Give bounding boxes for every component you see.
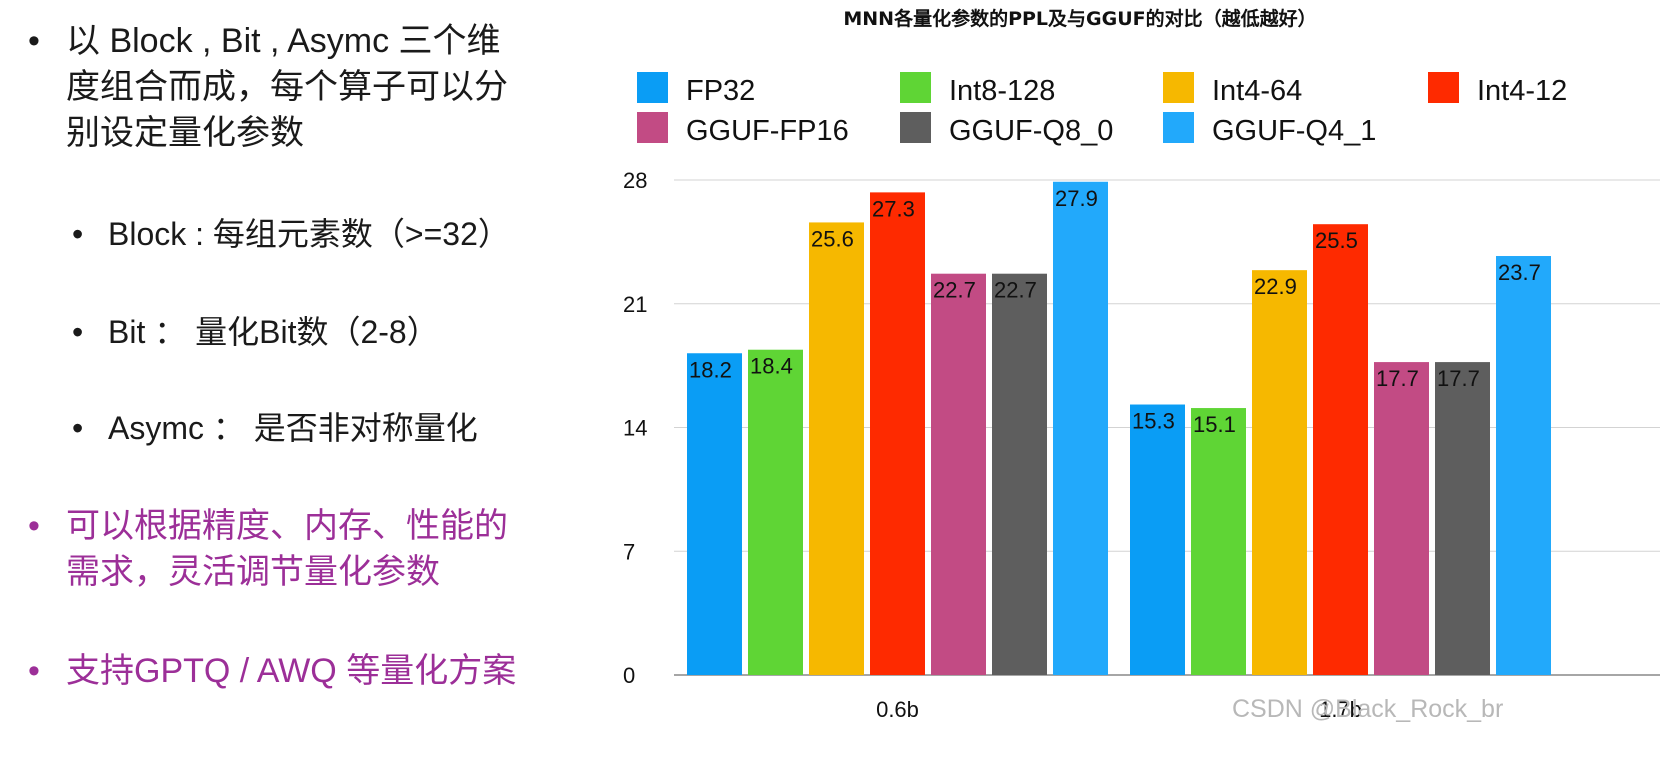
- bullet-dot: •: [72, 314, 84, 350]
- data-label: 17.7: [1437, 366, 1480, 391]
- bullet-text-line: Asymc ： 是否非对称量化: [108, 410, 478, 446]
- legend-label: Int8-128: [949, 75, 1055, 107]
- bullet-text-line: 需求，灵活调节量化参数: [66, 553, 440, 591]
- legend-label: FP32: [686, 75, 755, 107]
- y-tick-label: 14: [623, 416, 647, 441]
- bar: [1435, 362, 1490, 675]
- y-tick-label: 28: [623, 168, 647, 193]
- legend-swatch: [1163, 112, 1194, 143]
- bullet-dot: •: [28, 507, 40, 545]
- bar: [1130, 404, 1185, 675]
- legend-swatch: [900, 72, 931, 103]
- data-label: 23.7: [1498, 260, 1541, 285]
- y-tick-label: 21: [623, 292, 647, 317]
- bar: [1252, 270, 1307, 675]
- bullet-dot: •: [72, 216, 84, 252]
- data-label: 22.7: [933, 278, 976, 303]
- legend-swatch: [637, 72, 668, 103]
- bullet-dot: •: [28, 22, 40, 60]
- chart: MNN各量化参数的PPL及与GGUF的对比（越低越好） FP32 Int8-128…: [623, 7, 1660, 723]
- bullet-text-line: Block : 每组元素数（>=32）: [108, 216, 510, 252]
- bullet-text-line: 别设定量化参数: [66, 114, 304, 152]
- bullet-text-line: 度组合而成，每个算子可以分: [66, 68, 508, 106]
- legend-label: GGUF-Q8_0: [949, 115, 1113, 147]
- bullet-text-line: 可以根据精度、内存、性能的: [66, 507, 508, 545]
- bar: [1496, 256, 1551, 675]
- data-label: 22.9: [1254, 274, 1297, 299]
- data-label: 27.9: [1055, 186, 1098, 211]
- legend-label: GGUF-Q4_1: [1212, 115, 1376, 147]
- bar: [992, 273, 1047, 675]
- bullet-dot: •: [72, 410, 84, 446]
- data-label: 25.5: [1315, 228, 1358, 253]
- y-tick-label: 0: [623, 663, 635, 688]
- bar: [748, 349, 803, 675]
- x-tick-label: 1.7b: [1319, 697, 1362, 722]
- data-label: 15.3: [1132, 409, 1175, 434]
- data-label: 25.6: [811, 226, 854, 251]
- bar: [1374, 362, 1429, 675]
- bars: 18.2 18.4 25.6 27.3 22.7 22.7 27.9 15.3 15.1 22.9…: [687, 181, 1551, 676]
- bar: [687, 353, 742, 675]
- data-label: 18.4: [750, 354, 793, 379]
- bar: [1053, 181, 1108, 675]
- y-axis: 0 7 14 21 28: [623, 168, 647, 688]
- legend: FP32 Int8-128 Int4-64 Int4-12 GGUF-FP16 GGUF-…: [637, 72, 1567, 147]
- bullet-text-line: 支持GPTQ / AWQ 等量化方案: [66, 652, 517, 690]
- data-label: 15.1: [1193, 412, 1236, 437]
- bullet-list: • 以 Block , Bit , Asymc 三个维 度组合而成，每个算子可以分别…: [0, 0, 600, 779]
- legend-swatch: [900, 112, 931, 143]
- bar: [1313, 224, 1368, 676]
- bullet-text-line: Bit ： 量化Bit数（2-8）: [108, 314, 439, 350]
- legend-label: Int4-12: [1477, 75, 1567, 107]
- data-label: 22.7: [994, 278, 1037, 303]
- data-label: 18.2: [689, 357, 732, 382]
- data-label: 17.7: [1376, 366, 1419, 391]
- chart-title: MNN各量化参数的PPL及与GGUF的对比（越低越好）: [843, 7, 1316, 30]
- bar: [1191, 408, 1246, 675]
- legend-label: Int4-64: [1212, 75, 1302, 107]
- legend-swatch: [1163, 72, 1194, 103]
- bar: [870, 192, 925, 675]
- watermark: CSDN @Black_Rock_br: [1232, 695, 1503, 723]
- bullet-dot: •: [28, 652, 40, 690]
- legend-swatch: [1428, 72, 1459, 103]
- bar: [931, 273, 986, 675]
- x-axis: 0.6b 1.7b: [876, 697, 1362, 722]
- legend-swatch: [637, 112, 668, 143]
- y-tick-label: 7: [623, 539, 635, 564]
- x-tick-label: 0.6b: [876, 697, 919, 722]
- bar: [809, 222, 864, 675]
- data-label: 27.3: [872, 196, 915, 221]
- legend-label: GGUF-FP16: [686, 115, 849, 147]
- bullet-text-line: 以 Block , Bit , Asymc 三个维: [66, 22, 501, 60]
